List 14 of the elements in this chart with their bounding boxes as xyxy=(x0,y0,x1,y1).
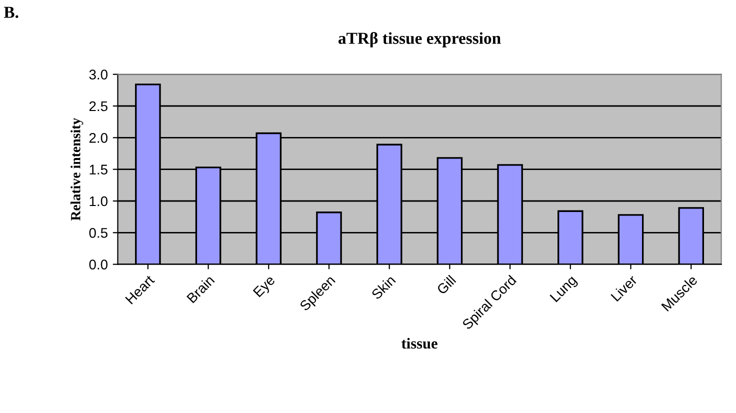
y-tick-label: 3.0 xyxy=(89,70,108,80)
y-tick-label: 0.0 xyxy=(89,260,108,270)
y-tick-label: 2.0 xyxy=(89,133,108,143)
y-tick-label: 1.0 xyxy=(90,196,108,206)
x-tick-label: Gill xyxy=(436,274,456,295)
text: B. xyxy=(4,6,18,18)
y-tick-label: 0.5 xyxy=(89,228,108,238)
x-tick-label: Skin xyxy=(370,274,396,300)
x-tick-label: Eye xyxy=(252,274,278,300)
y-tick-label: 1.5 xyxy=(90,164,108,174)
y-axis-title: Relative intensity xyxy=(70,118,84,221)
x-axis-title: tissue xyxy=(402,338,438,349)
chart-title: aTRβ tissue expression xyxy=(338,32,501,48)
y-tick-label: 2.5 xyxy=(89,101,108,112)
